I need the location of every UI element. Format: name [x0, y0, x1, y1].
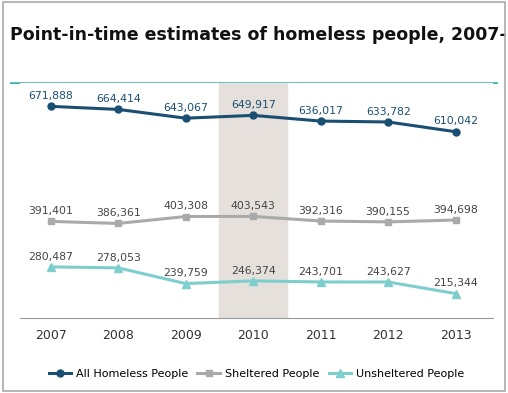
- Text: 243,627: 243,627: [366, 267, 410, 277]
- Text: 633,782: 633,782: [366, 107, 410, 117]
- Text: 403,543: 403,543: [231, 201, 276, 211]
- Text: 392,316: 392,316: [298, 206, 343, 216]
- Text: 649,917: 649,917: [231, 100, 275, 110]
- Text: 278,053: 278,053: [96, 253, 141, 263]
- Text: 280,487: 280,487: [28, 252, 73, 261]
- Text: 610,042: 610,042: [433, 116, 478, 127]
- Legend: All Homeless People, Sheltered People, Unsheltered People: All Homeless People, Sheltered People, U…: [44, 365, 469, 384]
- Text: 239,759: 239,759: [163, 268, 208, 278]
- Text: 243,701: 243,701: [298, 266, 343, 277]
- Text: Point-in-time estimates of homeless people, 2007-13: Point-in-time estimates of homeless peop…: [10, 26, 508, 44]
- Text: 636,017: 636,017: [298, 106, 343, 116]
- Text: 215,344: 215,344: [433, 278, 478, 288]
- Bar: [219, 83, 287, 318]
- Text: 394,698: 394,698: [433, 205, 478, 215]
- Text: 403,308: 403,308: [163, 201, 208, 211]
- Text: 391,401: 391,401: [28, 206, 73, 216]
- Text: 671,888: 671,888: [28, 91, 73, 101]
- Text: 246,374: 246,374: [231, 266, 275, 275]
- Text: 643,067: 643,067: [163, 103, 208, 113]
- Text: 386,361: 386,361: [96, 208, 141, 218]
- Text: 390,155: 390,155: [366, 207, 410, 217]
- Text: 664,414: 664,414: [96, 94, 141, 104]
